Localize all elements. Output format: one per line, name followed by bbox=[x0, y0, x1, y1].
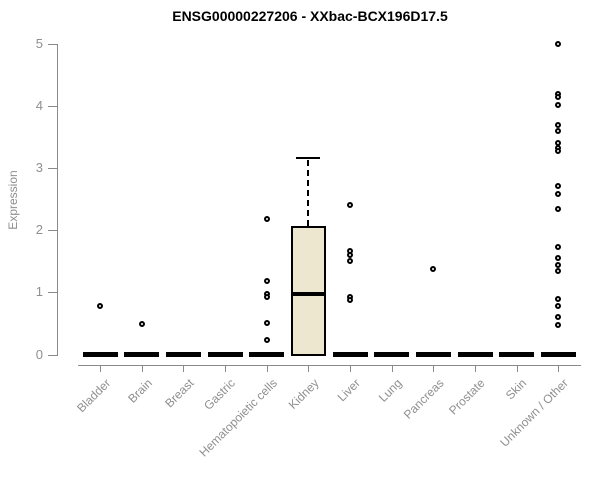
x-tick-label: Brain bbox=[124, 375, 155, 406]
outlier-point bbox=[555, 94, 562, 101]
y-tick bbox=[48, 106, 57, 108]
y-tick bbox=[48, 230, 57, 232]
x-tick bbox=[350, 364, 351, 372]
outlier-point bbox=[263, 319, 270, 326]
whisker-cap bbox=[296, 156, 321, 159]
box bbox=[290, 226, 326, 357]
outlier-point bbox=[555, 101, 562, 108]
y-tick bbox=[48, 44, 57, 45]
x-tick-label: Skin bbox=[503, 375, 530, 402]
outlier-point bbox=[555, 321, 562, 328]
collapsed-box bbox=[207, 352, 243, 357]
x-tick bbox=[516, 364, 518, 372]
y-tick bbox=[48, 354, 57, 356]
y-tick bbox=[48, 292, 57, 294]
outlier-point bbox=[347, 252, 353, 259]
outlier-point bbox=[347, 201, 353, 208]
outlier-point bbox=[347, 297, 353, 304]
collapsed-box bbox=[82, 352, 118, 357]
outlier-point bbox=[347, 258, 353, 265]
outlier-point bbox=[555, 41, 562, 47]
x-tick bbox=[183, 364, 185, 372]
outlier-point bbox=[555, 244, 562, 251]
y-tick-label: 3 bbox=[35, 160, 43, 176]
outlier-point bbox=[555, 262, 562, 269]
y-tick-label: 5 bbox=[35, 36, 43, 51]
x-tick-label: Gastric bbox=[201, 375, 238, 413]
y-tick-label: 2 bbox=[35, 222, 43, 238]
outlier-point bbox=[555, 254, 562, 261]
x-tick bbox=[225, 364, 226, 372]
x-tick-label: Lung bbox=[375, 375, 405, 405]
collapsed-box bbox=[540, 352, 576, 357]
outlier-point bbox=[555, 148, 562, 155]
median-line bbox=[290, 291, 326, 296]
x-tick-label: Pancreas bbox=[400, 375, 447, 422]
y-tick-label: 4 bbox=[35, 98, 43, 114]
outlier-point bbox=[263, 294, 270, 301]
x-tick-label: Breast bbox=[161, 375, 197, 410]
y-tick-label: 1 bbox=[35, 284, 43, 300]
x-tick bbox=[266, 364, 268, 372]
outlier-point bbox=[555, 314, 562, 321]
outlier-point bbox=[555, 295, 562, 302]
collapsed-box bbox=[374, 352, 410, 357]
x-tick bbox=[141, 364, 143, 372]
outlier-point bbox=[263, 337, 270, 344]
x-tick bbox=[100, 364, 101, 372]
outlier-point bbox=[263, 277, 270, 284]
x-tick bbox=[558, 364, 560, 372]
whisker-line bbox=[307, 159, 310, 227]
y-tick bbox=[48, 168, 57, 170]
x-tick bbox=[308, 364, 310, 372]
outlier-point bbox=[555, 190, 562, 197]
x-tick bbox=[475, 364, 476, 372]
x-tick-label: Bladder bbox=[73, 375, 113, 415]
chart-title: ENSG00000227206 - XXbac-BCX196D17.5 bbox=[172, 8, 448, 24]
collapsed-box bbox=[332, 352, 368, 357]
collapsed-box bbox=[165, 352, 201, 357]
y-axis-label: Expression bbox=[6, 170, 20, 230]
outlier-point bbox=[555, 303, 562, 310]
collapsed-box bbox=[457, 352, 493, 357]
outlier-point bbox=[138, 321, 145, 328]
x-tick-label: Kidney bbox=[285, 375, 322, 412]
x-axis-line bbox=[78, 364, 581, 366]
collapsed-box bbox=[499, 352, 535, 357]
outlier-point bbox=[97, 303, 103, 310]
x-tick-label: Liver bbox=[334, 375, 363, 404]
x-tick bbox=[433, 364, 435, 372]
collapsed-box bbox=[249, 352, 285, 357]
x-tick-label: Hematopoietic cells bbox=[196, 375, 280, 459]
x-tick bbox=[391, 364, 393, 372]
collapsed-box bbox=[124, 352, 160, 357]
outlier-point bbox=[555, 267, 562, 274]
outlier-point bbox=[430, 266, 437, 273]
outlier-point bbox=[263, 215, 270, 222]
outlier-point bbox=[555, 121, 562, 128]
y-tick-label: 0 bbox=[35, 346, 43, 362]
x-tick-label: Prostate bbox=[446, 375, 488, 418]
outlier-point bbox=[555, 182, 562, 189]
collapsed-box bbox=[415, 352, 451, 357]
outlier-point bbox=[555, 127, 562, 134]
y-axis-line bbox=[57, 44, 58, 356]
outlier-point bbox=[555, 206, 562, 213]
